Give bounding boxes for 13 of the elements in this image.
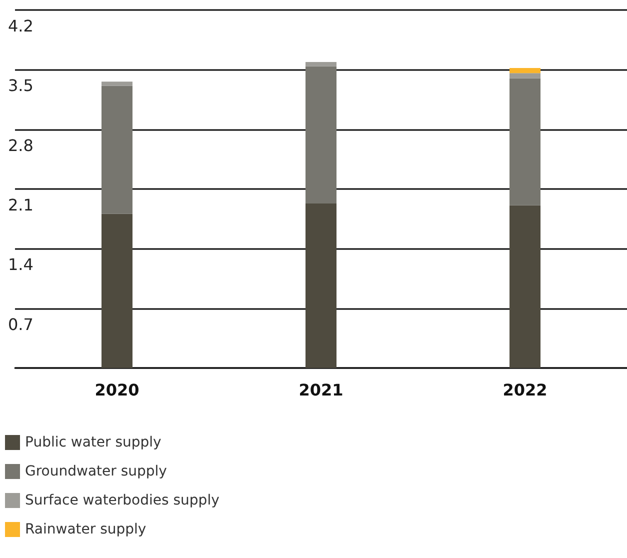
x-tick-label: 2020	[94, 380, 140, 400]
x-tick-label: 2022	[502, 380, 548, 400]
legend-label: Surface waterbodies supply	[25, 492, 220, 508]
y-tick-label: 3.5	[8, 76, 34, 96]
legend-label: Rainwater supply	[25, 522, 146, 538]
y-tick-label: 1.4	[8, 255, 34, 274]
y-tick-label: 4.2	[8, 16, 34, 36]
y-tick-label: 2.1	[8, 196, 34, 214]
legend-label: Public water supply	[25, 434, 162, 450]
x-tick-label: 2021	[298, 380, 344, 400]
legend-label: Groundwater supply	[25, 464, 167, 480]
y-tick-label: 2.8	[8, 136, 34, 155]
y-tick-label: 0.7	[8, 314, 34, 334]
